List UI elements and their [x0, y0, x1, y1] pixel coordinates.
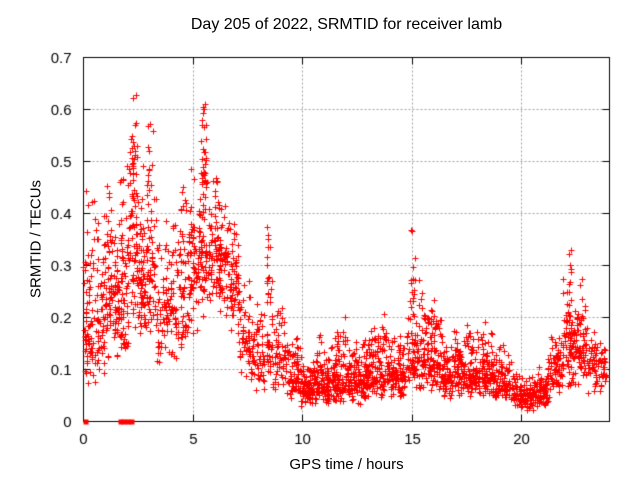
x-axis-label: GPS time / hours — [289, 456, 404, 473]
chart-title: Day 205 of 2022, SRMTID for receiver lam… — [190, 16, 503, 33]
y-axis-label: SRMTID / TECUs — [27, 179, 45, 299]
